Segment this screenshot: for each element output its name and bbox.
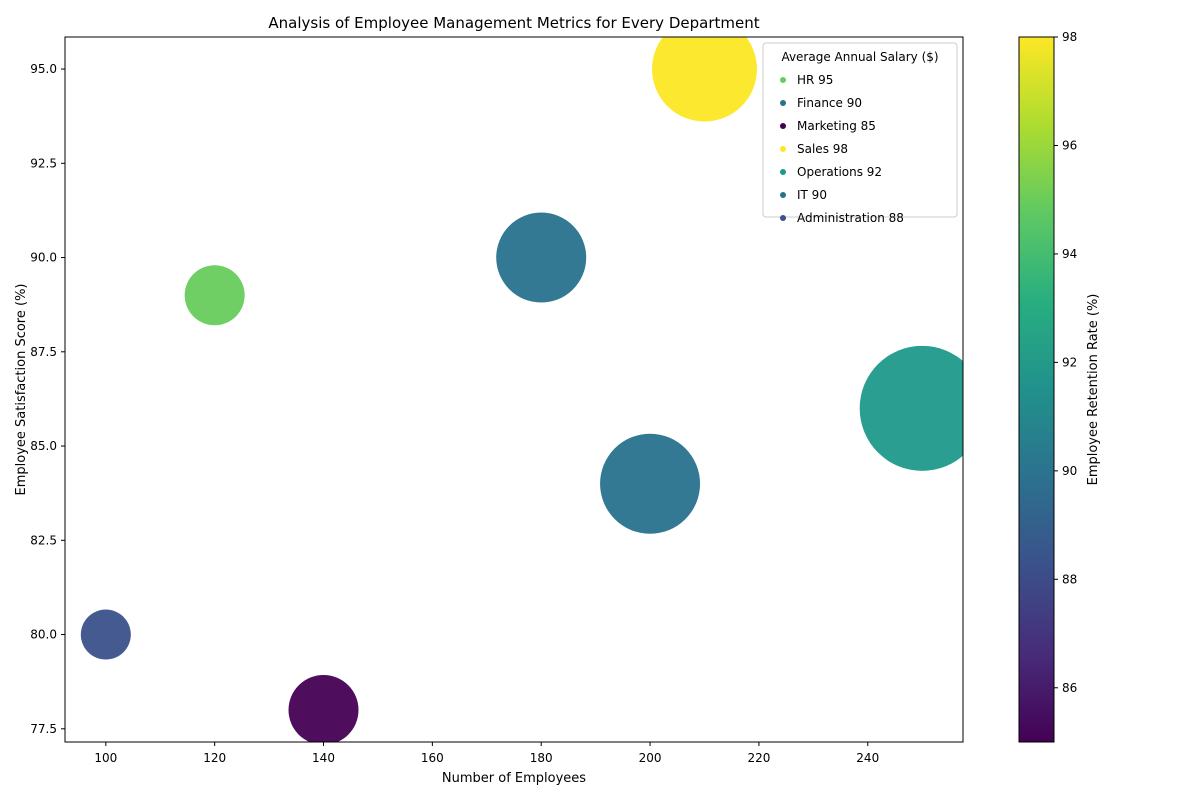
chart-title: Analysis of Employee Management Metrics … <box>268 14 759 32</box>
colorbar-tick-label: 96 <box>1062 138 1077 152</box>
colorbar-tick-label: 88 <box>1062 572 1077 586</box>
colorbar-ticks: 86 88 90 92 94 96 98 <box>1054 30 1077 695</box>
bubble-sales <box>652 17 757 122</box>
x-tick-label: 240 <box>856 751 879 765</box>
legend-marker-hr <box>780 77 786 83</box>
legend-label-sales: Sales 98 <box>797 142 848 156</box>
x-tick-label: 140 <box>312 751 335 765</box>
legend-marker-finance <box>780 100 786 106</box>
colorbar-label: Employee Retention Rate (%) <box>1086 294 1101 486</box>
legend-label-operations: Operations 92 <box>797 165 882 179</box>
y-tick-label: 90.0 <box>30 251 57 265</box>
y-tick-label: 95.0 <box>30 62 57 76</box>
colorbar-tick-label: 92 <box>1062 355 1077 369</box>
colorbar-tick-label: 98 <box>1062 30 1077 44</box>
legend-label-finance: Finance 90 <box>797 96 862 110</box>
legend-marker-sales <box>780 146 786 152</box>
legend-title: Average Annual Salary ($) <box>781 50 938 64</box>
legend-label-administration: Administration 88 <box>797 211 904 225</box>
colorbar-tick-label: 90 <box>1062 464 1077 478</box>
y-axis-label: Employee Satisfaction Score (%) <box>14 284 29 496</box>
legend-marker-operations <box>780 169 786 175</box>
legend-marker-it <box>780 192 786 198</box>
legend-label-hr: HR 95 <box>797 73 833 87</box>
x-tick-label: 220 <box>747 751 770 765</box>
y-tick-label: 92.5 <box>30 156 57 170</box>
x-axis: 100 120 140 160 180 200 220 240 <box>94 742 879 765</box>
bubble-finance <box>496 213 586 303</box>
bubble-marketing <box>289 675 359 745</box>
bubble-hr <box>185 265 245 325</box>
colorbar: 86 88 90 92 94 96 98 Employee Retention Rate (… <box>1019 30 1101 742</box>
y-tick-label: 85.0 <box>30 439 57 453</box>
bubble-it <box>600 434 700 534</box>
y-tick-label: 82.5 <box>30 533 57 547</box>
legend-marker-marketing <box>780 123 786 129</box>
bubble-operations <box>860 346 985 471</box>
legend-label-marketing: Marketing 85 <box>797 119 876 133</box>
y-tick-label: 77.5 <box>30 722 57 736</box>
y-tick-label: 87.5 <box>30 345 57 359</box>
bubble-administration <box>81 610 131 660</box>
x-tick-label: 100 <box>94 751 117 765</box>
x-tick-label: 120 <box>203 751 226 765</box>
colorbar-gradient <box>1019 37 1054 742</box>
y-axis: 77.5 80.0 82.5 85.0 87.5 90.0 92.5 95.0 <box>30 62 65 736</box>
x-axis-label: Number of Employees <box>442 771 586 786</box>
colorbar-tick-label: 94 <box>1062 247 1077 261</box>
colorbar-tick-label: 86 <box>1062 681 1077 695</box>
x-tick-label: 180 <box>530 751 553 765</box>
x-tick-label: 200 <box>639 751 662 765</box>
y-tick-label: 80.0 <box>30 628 57 642</box>
legend-label-it: IT 90 <box>797 188 827 202</box>
x-tick-label: 160 <box>421 751 444 765</box>
legend: Average Annual Salary ($) HR 95 Finance 9… <box>763 43 957 225</box>
legend-marker-administration <box>780 215 786 221</box>
